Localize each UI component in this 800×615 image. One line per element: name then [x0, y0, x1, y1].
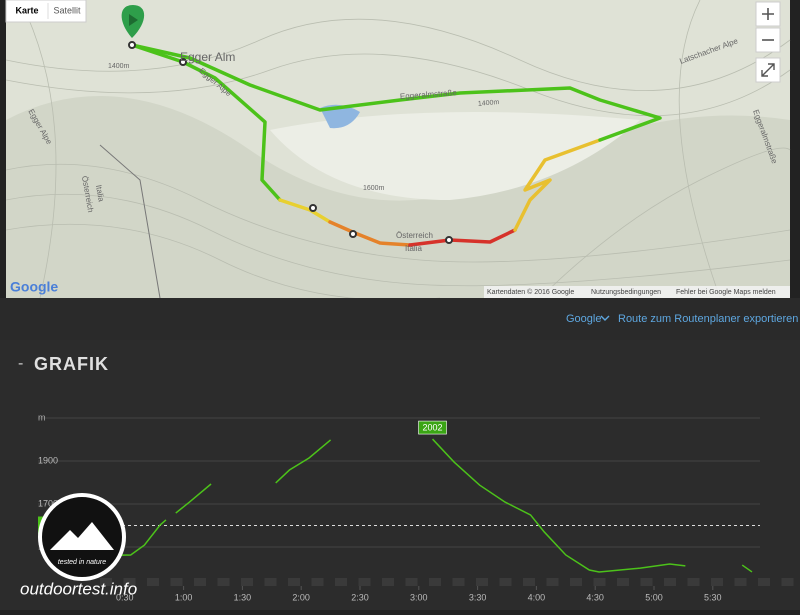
timeline-block	[570, 578, 582, 586]
elevation-line	[95, 438, 753, 573]
x-tick-label: 0:30	[116, 592, 134, 602]
x-tick-label: 3:00	[410, 592, 428, 602]
dropdown-icon	[600, 315, 610, 321]
x-tick-label: 4:30	[586, 592, 604, 602]
timeline-block	[264, 578, 277, 586]
y-tick-label: 1900	[38, 455, 58, 465]
x-tick-label: 5:00	[645, 592, 663, 602]
timeline-block	[687, 578, 700, 586]
play-icon	[129, 14, 138, 26]
map-label: 1400m	[478, 99, 500, 108]
timeline-block	[758, 578, 770, 586]
map-label: Italia	[94, 184, 106, 203]
x-tick-label: 5:30	[704, 592, 722, 602]
map-attribution[interactable]: Nutzungsbedingungen	[591, 289, 661, 296]
max-marker-box	[418, 420, 447, 435]
timeline-block	[288, 578, 300, 586]
timeline-block	[429, 578, 441, 586]
terrain-valley	[270, 112, 640, 200]
timeline-block	[711, 578, 723, 586]
timeline-block	[476, 578, 488, 586]
plus-icon	[762, 8, 774, 20]
timeline-block	[546, 578, 559, 586]
section-title: GRAFIK	[34, 354, 109, 374]
map-type-bar	[5, 0, 87, 23]
map-tab[interactable]: Satellit	[53, 5, 81, 15]
watermark-tagline: tested in nature	[58, 559, 106, 566]
timeline-block	[217, 578, 230, 586]
timeline-block	[640, 578, 653, 586]
waypoints	[128, 41, 453, 244]
timeline-block	[452, 578, 465, 586]
x-tick-label: 2:30	[351, 592, 369, 602]
x-tick-label: 3:30	[469, 592, 487, 602]
map-logo: Google	[10, 279, 58, 295]
collapse-toggle[interactable]: -	[18, 355, 23, 372]
provider-select[interactable]: Google	[566, 313, 601, 325]
timeline-block	[311, 578, 324, 586]
timeline-block	[781, 578, 794, 586]
x-tick-label: 1:30	[234, 592, 252, 602]
watermark: tested in nature outdoortest.info	[20, 493, 137, 598]
timeline-block	[241, 578, 253, 586]
timeline-block	[123, 578, 136, 586]
map-tab[interactable]: Karte	[15, 5, 38, 15]
export-link[interactable]: Route zum Routenplaner exportieren	[618, 313, 798, 325]
map-label: Egger Alm	[180, 50, 235, 64]
timeline-block	[147, 578, 159, 586]
timeline-block	[664, 578, 676, 586]
watermark-site: outdoortest.info	[20, 579, 137, 598]
timeline-block	[194, 578, 206, 586]
attribution-bar	[484, 286, 790, 298]
map-label: 1400m	[108, 63, 130, 70]
map-attribution: Kartendaten © 2016 Google	[487, 288, 574, 296]
y-unit: m	[38, 412, 46, 422]
map-label: 1600m	[363, 185, 385, 192]
map-attribution[interactable]: Fehler bei Google Maps melden	[676, 289, 776, 296]
timeline-block	[499, 578, 512, 586]
timeline-block	[335, 578, 347, 586]
x-tick-label: 2:00	[292, 592, 310, 602]
timeline-block	[617, 578, 629, 586]
timeline-block	[405, 578, 418, 586]
timeline-block	[734, 578, 747, 586]
lake	[320, 104, 360, 129]
chart-section	[0, 340, 800, 610]
map-label: Eggeralmstraße	[400, 88, 458, 101]
route	[130, 43, 662, 247]
fullscreen-icon	[761, 63, 775, 77]
y-tick-label: 1700	[38, 498, 58, 508]
map-label: Österreich	[396, 231, 433, 240]
timeline-block	[358, 578, 371, 586]
timeline-block	[170, 578, 183, 586]
max-marker-label: 2002	[423, 422, 443, 432]
map-label: Italia	[405, 244, 422, 253]
timeline-block	[593, 578, 606, 586]
x-tick-label: 4:00	[528, 592, 546, 602]
timeline-block	[382, 578, 394, 586]
x-tick-label: 1:00	[175, 592, 193, 602]
border-line	[99, 144, 161, 299]
timeline-block	[523, 578, 535, 586]
timeline-block	[100, 578, 112, 586]
toolbar	[0, 298, 800, 340]
